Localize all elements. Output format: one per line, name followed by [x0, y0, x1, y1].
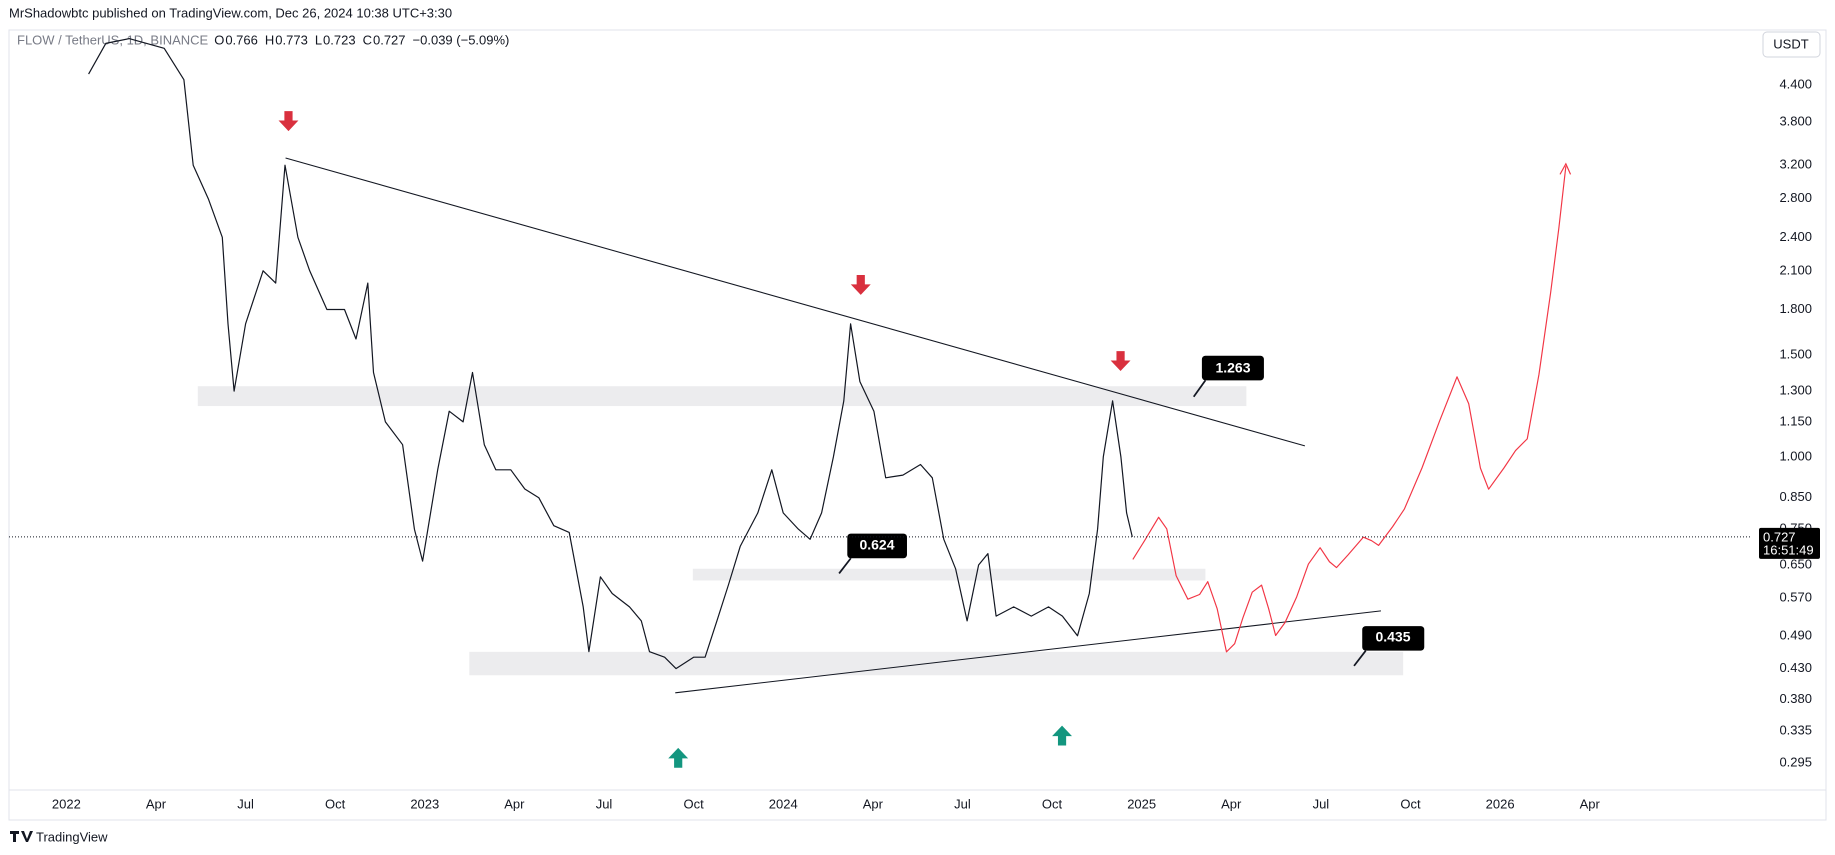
price-line: [88, 38, 1133, 670]
x-tick-label: Oct: [325, 796, 346, 811]
x-tick-label: Apr: [1580, 796, 1601, 811]
callout-box: [1201, 355, 1264, 381]
y-tick-label: 0.490: [1779, 627, 1812, 642]
x-tick-label: Oct: [683, 796, 704, 811]
callout-pointer: [1353, 650, 1367, 667]
callout-pointer: [1192, 379, 1207, 398]
callout-pointer: [838, 557, 852, 574]
plot-area: [88, 38, 1133, 670]
x-tick-label: Jul: [954, 796, 971, 811]
x-tick-label: Apr: [504, 796, 525, 811]
down-arrow: [278, 111, 299, 132]
x-tick-label: 2024: [769, 796, 798, 811]
y-tick-label: 4.400: [1779, 77, 1812, 92]
y-tick-label: 1.300: [1779, 383, 1812, 398]
ohlc-label: O: [214, 32, 224, 47]
callout-label: 1.263: [1215, 360, 1250, 376]
price-tag: [1759, 527, 1820, 559]
x-tick-label: Oct: [1042, 796, 1063, 811]
y-tick-label: 3.800: [1779, 114, 1812, 129]
callout-box: [1362, 626, 1425, 651]
y-tick-label: 1.000: [1779, 448, 1812, 463]
up-arrow: [1052, 725, 1072, 746]
y-tick-label: 2.100: [1779, 262, 1812, 277]
descending-trendline: [285, 157, 1306, 447]
y-tick-label: 3.200: [1779, 157, 1812, 172]
y-tick-label: 0.295: [1779, 755, 1812, 770]
ascending-trendline: [675, 610, 1382, 694]
x-tick-label: Apr: [146, 796, 167, 811]
ohlc-value: 0.773: [275, 32, 308, 47]
logo-mark: [10, 831, 33, 842]
publisher: MrShadowbtc published on TradingView.com…: [9, 5, 452, 20]
projection-path: [1132, 166, 1567, 653]
down-arrow: [1110, 351, 1131, 371]
symbol-legend: FLOW / TetherUS, 1D, BINANCE O 0.766 H 0.77…: [17, 32, 509, 47]
y-tick-label: 1.800: [1779, 301, 1812, 316]
up-arrow: [668, 747, 689, 768]
currency-label[interactable]: USDT: [1773, 36, 1808, 51]
change: −0.039 (−5.09%): [413, 32, 510, 47]
symbol: FLOW / TetherUS, 1D, BINANCE: [17, 32, 209, 47]
ohlc-label: C: [363, 32, 372, 47]
callout-box: [847, 533, 907, 559]
y-tick-label: 2.800: [1779, 190, 1812, 205]
x-tick-label: 2022: [52, 796, 81, 811]
y-tick-label: 0.380: [1779, 691, 1812, 706]
ohlc-label: L: [315, 32, 322, 47]
callout-label: 0.624: [859, 537, 894, 553]
x-tick-label: Jul: [1313, 796, 1330, 811]
down-arrow: [850, 275, 871, 295]
y-tick-label: 0.650: [1779, 556, 1812, 571]
x-tick-label: Jul: [237, 796, 254, 811]
price-tag-value: 0.727: [1763, 529, 1796, 544]
support-zone: [469, 651, 1404, 676]
y-tick-label: 1.500: [1779, 347, 1812, 362]
ohlc-value: 0.766: [225, 32, 258, 47]
pane-frame: [8, 29, 1827, 821]
y-tick-label: 2.400: [1779, 229, 1812, 244]
ohlc-value: 0.727: [373, 32, 406, 47]
brand: TradingView: [36, 829, 108, 844]
drawings-top: [278, 111, 1572, 768]
footer-logo: TradingView: [10, 829, 108, 844]
x-tick-label: Apr: [1221, 796, 1242, 811]
x-tick-label: 2025: [1127, 796, 1156, 811]
resistance-zone: [197, 386, 1247, 407]
x-tick-label: Jul: [596, 796, 613, 811]
mid-zone: [692, 568, 1206, 581]
projection-arrowhead: [1559, 162, 1572, 175]
y-tick-label: 0.850: [1779, 489, 1812, 504]
y-tick-label: 0.430: [1779, 660, 1812, 675]
ohlc-label: H: [265, 32, 274, 47]
ohlc-value: 0.723: [323, 32, 356, 47]
y-tick-label: 1.150: [1779, 413, 1812, 428]
x-tick-label: 2026: [1486, 796, 1515, 811]
x-tick-label: 2023: [410, 796, 439, 811]
x-tick-label: Oct: [1400, 796, 1421, 811]
price-tag-countdown: 16:51:49: [1763, 542, 1814, 557]
callout-label: 0.435: [1375, 629, 1410, 645]
y-tick-label: 0.335: [1779, 723, 1812, 738]
y-tick-label: 0.570: [1779, 589, 1812, 604]
x-tick-label: Apr: [863, 796, 884, 811]
currency-button[interactable]: [1762, 31, 1821, 58]
